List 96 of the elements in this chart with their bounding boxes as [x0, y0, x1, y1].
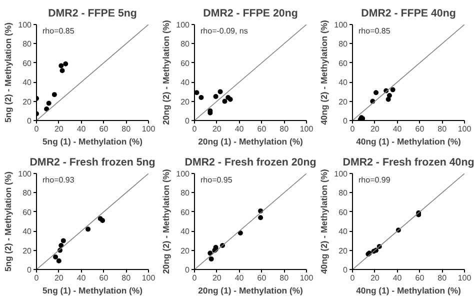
y-tick-label: 0	[185, 116, 190, 126]
x-tick-label: 80	[122, 124, 132, 134]
y-tick-label: 100	[176, 20, 190, 30]
y-axis-title: 40ng (2) - Methylation (%)	[319, 168, 330, 274]
x-tick-label: 20	[54, 124, 64, 134]
x-tick-label: 80	[438, 274, 448, 282]
y-tick-label: 60	[180, 208, 190, 217]
x-tick-label: 60	[415, 274, 425, 282]
y-tick-label: 80	[338, 40, 348, 49]
y-tick-label: 80	[22, 40, 32, 49]
x-tick-label: 60	[99, 124, 109, 134]
x-tick-label: 20	[370, 124, 380, 134]
y-tick-label: 80	[22, 188, 32, 198]
y-tick-label: 60	[180, 58, 190, 68]
y-tick-label: 20	[22, 246, 32, 256]
y-tick-label: 40	[180, 78, 190, 88]
y-axis-title: 40ng (2) - Methylation (%)	[319, 20, 330, 125]
chart-title: DMR2 - FFPE 40ng	[361, 8, 456, 20]
x-tick-label: 0	[350, 124, 356, 134]
x-tick-label: 80	[438, 124, 448, 134]
y-tick-label: 100	[334, 20, 348, 30]
x-tick-label: 0	[350, 274, 356, 282]
x-tick-label: 100	[300, 274, 314, 282]
x-tick-label: 60	[257, 274, 267, 282]
annotation: rho=0.99	[358, 176, 391, 184]
y-tick-label: 60	[22, 58, 32, 68]
y-axis-title: 20ng (2) - Methylation (%)	[161, 168, 172, 274]
x-tick-label: 80	[122, 274, 132, 282]
annotation: rho=0.85	[358, 26, 391, 36]
chart-title: DMR2 - FFPE 20ng	[203, 8, 298, 20]
y-axis-title: 20ng (2) - Methylation (%)	[161, 20, 172, 125]
y-axis-title: 5ng (2) - Methylation (%)	[3, 171, 14, 272]
y-tick-label: 20	[180, 97, 190, 106]
x-tick-label: 0	[192, 274, 198, 282]
x-tick-label: 80	[280, 274, 290, 282]
x-tick-label: 40	[392, 274, 402, 282]
x-axis-title: 20ng (1) - Methylation (%)	[198, 136, 304, 146]
x-tick-label: 60	[415, 124, 425, 134]
annotation: rho=0.95	[200, 176, 233, 184]
x-axis-title: 40ng (1) - Methylation (%)	[356, 286, 462, 296]
y-tick-label: 40	[22, 78, 32, 88]
x-axis-title: 40ng (1) - Methylation (%)	[356, 136, 462, 146]
y-tick-label: 0	[343, 266, 348, 274]
y-tick-label: 0	[185, 266, 190, 274]
y-tick-label: 100	[18, 20, 32, 30]
x-tick-label: 80	[280, 124, 290, 134]
x-tick-label: 100	[142, 124, 156, 134]
y-tick-label: 20	[22, 97, 32, 106]
y-tick-label: 40	[338, 78, 348, 88]
chart-title: DMR2 - FFPE 5ng	[48, 8, 137, 20]
x-axis-title: 5ng (1) - Methylation (%)	[42, 286, 143, 296]
y-tick-label: 80	[180, 188, 190, 198]
x-tick-label: 60	[257, 124, 267, 134]
y-axis-title: 5ng (2) - Methylation (%)	[3, 22, 14, 123]
y-tick-label: 60	[338, 58, 348, 68]
x-axis-title: 20ng (1) - Methylation (%)	[198, 286, 304, 296]
y-tick-label: 0	[27, 266, 32, 274]
y-tick-label: 20	[338, 97, 348, 106]
y-tick-label: 100	[18, 170, 32, 178]
y-tick-label: 40	[22, 227, 32, 236]
y-tick-label: 20	[180, 246, 190, 256]
y-tick-label: 0	[343, 116, 348, 126]
y-tick-label: 40	[180, 227, 190, 236]
x-tick-label: 0	[34, 124, 40, 134]
y-tick-label: 60	[338, 208, 348, 217]
x-tick-label: 40	[76, 274, 86, 282]
y-tick-label: 20	[338, 246, 348, 256]
x-tick-label: 100	[300, 124, 314, 134]
x-tick-label: 20	[212, 274, 222, 282]
x-tick-label: 40	[392, 124, 402, 134]
chart-title: DMR2 - Fresh frozen 5ng	[30, 156, 156, 168]
x-tick-label: 40	[234, 274, 244, 282]
x-tick-label: 20	[370, 274, 380, 282]
chart-title: DMR2 - Fresh frozen 40ng	[342, 156, 474, 168]
x-tick-label: 20	[212, 124, 222, 134]
chart-title: DMR2 - Fresh frozen 20ng	[184, 156, 316, 168]
y-tick-label: 0	[27, 116, 32, 126]
y-tick-label: 60	[22, 208, 32, 217]
y-tick-label: 80	[338, 188, 348, 198]
y-tick-label: 100	[176, 170, 190, 178]
x-tick-label: 60	[99, 274, 109, 282]
x-tick-label: 100	[458, 124, 472, 134]
x-tick-label: 40	[76, 124, 86, 134]
x-tick-label: 40	[234, 124, 244, 134]
x-tick-label: 0	[192, 124, 198, 134]
x-tick-label: 20	[54, 274, 64, 282]
y-tick-label: 100	[334, 170, 348, 178]
x-tick-label: 100	[142, 274, 156, 282]
x-tick-label: 100	[458, 274, 472, 282]
annotation: rho=-0.09, ns	[200, 26, 248, 36]
x-axis-title: 5ng (1) - Methylation (%)	[42, 136, 143, 146]
annotation: rho=0.85	[42, 26, 75, 36]
y-tick-label: 80	[180, 40, 190, 49]
annotation: rho=0.93	[42, 176, 75, 184]
x-tick-label: 0	[34, 274, 40, 282]
y-tick-label: 40	[338, 227, 348, 236]
